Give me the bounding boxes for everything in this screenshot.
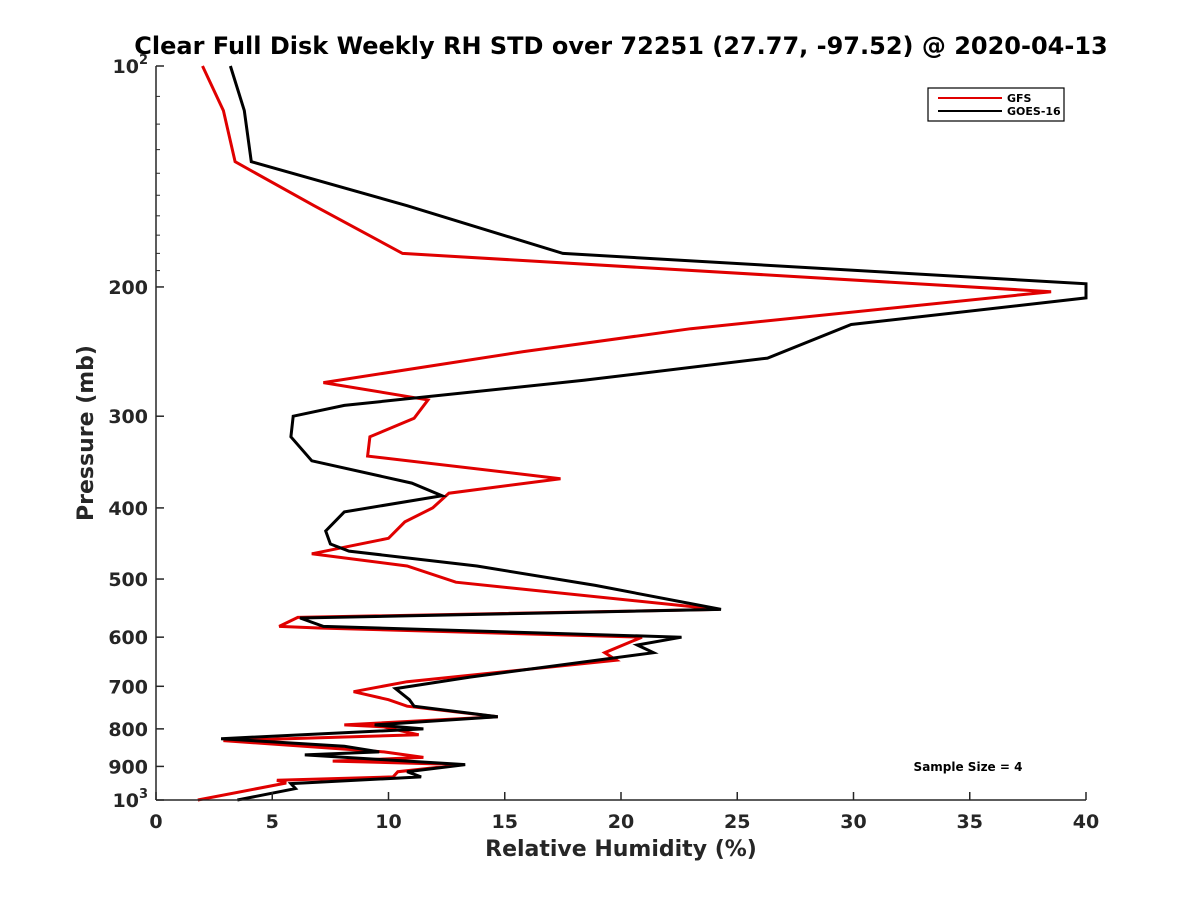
plot-area [156, 66, 1086, 800]
series-layer [197, 65, 1088, 802]
y-tick-label: 800 [108, 719, 148, 741]
y-tick-label: 900 [108, 756, 148, 778]
x-tick-label: 20 [608, 811, 634, 833]
y-tick-label: 200 [108, 277, 148, 299]
y-axis-ticks: 102 200 300 400 500 600 700 800 900 103 [108, 53, 164, 812]
y-tick-label: 400 [108, 498, 148, 520]
legend-label-gfs: GFS [1007, 92, 1032, 105]
y-tick-label: 700 [108, 676, 148, 698]
x-tick-label: 25 [724, 811, 750, 833]
y-tick-label: 300 [108, 406, 148, 428]
y-tick-label: 500 [108, 569, 148, 591]
x-tick-label: 5 [266, 811, 279, 833]
chart-title: Clear Full Disk Weekly RH STD over 72251… [134, 32, 1107, 60]
y-tick-label: 102 [113, 53, 149, 78]
legend-box [927, 87, 1065, 122]
x-tick-label: 30 [840, 811, 866, 833]
x-tick-label: 40 [1073, 811, 1099, 833]
x-tick-label: 10 [375, 811, 401, 833]
x-axis-ticks: 0 5 10 15 20 25 30 35 40 [149, 792, 1099, 833]
x-tick-label: 15 [492, 811, 518, 833]
sample-size-annotation: Sample Size = 4 [914, 760, 1023, 774]
y-axis-label: Pressure (mb) [74, 345, 99, 521]
legend-label-goes16: GOES-16 [1007, 105, 1061, 118]
y-tick-label: 103 [113, 787, 149, 812]
x-tick-label: 0 [149, 811, 162, 833]
y-tick-label: 600 [108, 627, 148, 649]
x-axis-label: Relative Humidity (%) [485, 837, 757, 862]
x-tick-label: 35 [957, 811, 983, 833]
series-line-gfs [197, 65, 1052, 802]
legend: GFS GOES-16 [927, 87, 1065, 122]
series-line-goes16 [221, 65, 1088, 802]
